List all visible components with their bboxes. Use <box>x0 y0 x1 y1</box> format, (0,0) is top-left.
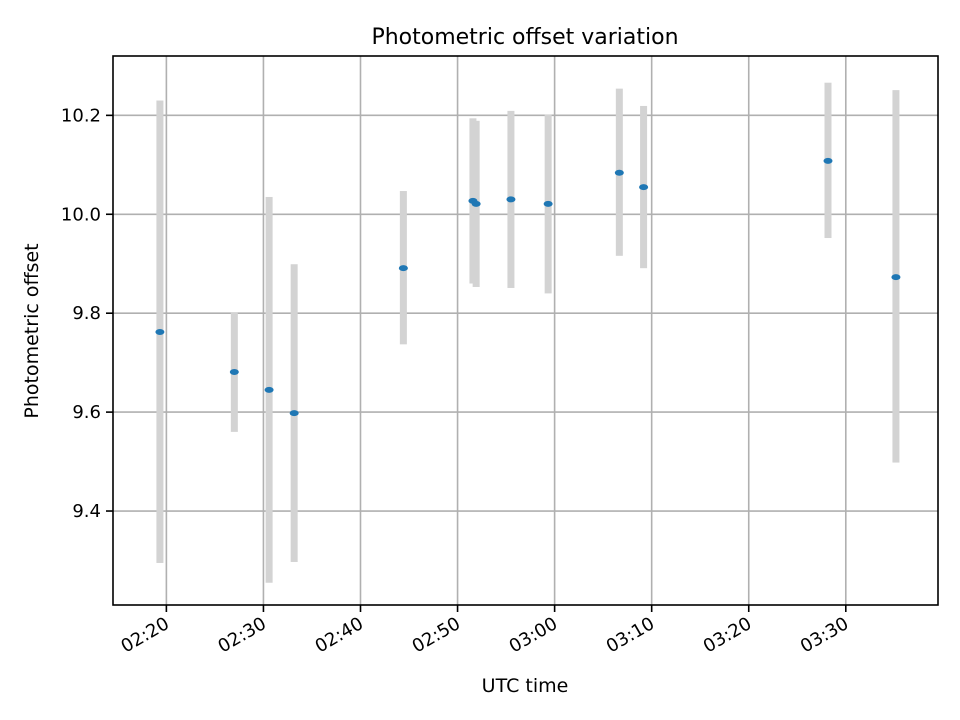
data-points <box>155 157 901 417</box>
data-point <box>289 410 299 417</box>
y-tick-label: 9.6 <box>72 402 101 423</box>
x-tick-label: 03:30 <box>797 613 852 657</box>
x-tick-label: 03:10 <box>603 613 658 657</box>
data-point <box>471 200 481 207</box>
data-point <box>398 265 408 272</box>
data-point <box>823 157 833 164</box>
x-tick-label: 02:50 <box>409 613 464 657</box>
data-point <box>264 386 274 393</box>
x-axis-ticks: 02:20 02:30 02:40 02:50 03:00 03:10 03:20 03:30 <box>117 605 852 657</box>
chart-title: Photometric offset variation <box>371 25 678 50</box>
y-tick-label: 10.2 <box>61 105 101 126</box>
y-tick-label: 9.4 <box>72 501 101 522</box>
data-point <box>155 328 165 335</box>
y-tick-label: 9.8 <box>72 303 101 324</box>
y-axis-ticks: 9.4 9.6 9.8 10.0 10.2 <box>61 105 113 522</box>
x-tick-label: 03:00 <box>506 613 561 657</box>
error-bars <box>156 82 900 583</box>
y-axis-label: Photometric offset <box>21 243 43 418</box>
data-point <box>639 184 649 191</box>
data-point <box>614 169 624 176</box>
x-axis-label: UTC time <box>482 675 569 697</box>
y-tick-label: 10.0 <box>61 204 101 225</box>
data-point <box>543 200 553 207</box>
x-tick-label: 02:40 <box>312 613 367 657</box>
grid <box>113 56 938 605</box>
data-point <box>891 274 901 281</box>
data-point <box>229 369 239 376</box>
x-tick-label: 02:20 <box>117 613 172 657</box>
data-point <box>506 196 516 203</box>
x-tick-label: 03:20 <box>700 613 755 657</box>
x-tick-label: 02:30 <box>215 613 270 657</box>
plot-frame <box>112 55 939 606</box>
